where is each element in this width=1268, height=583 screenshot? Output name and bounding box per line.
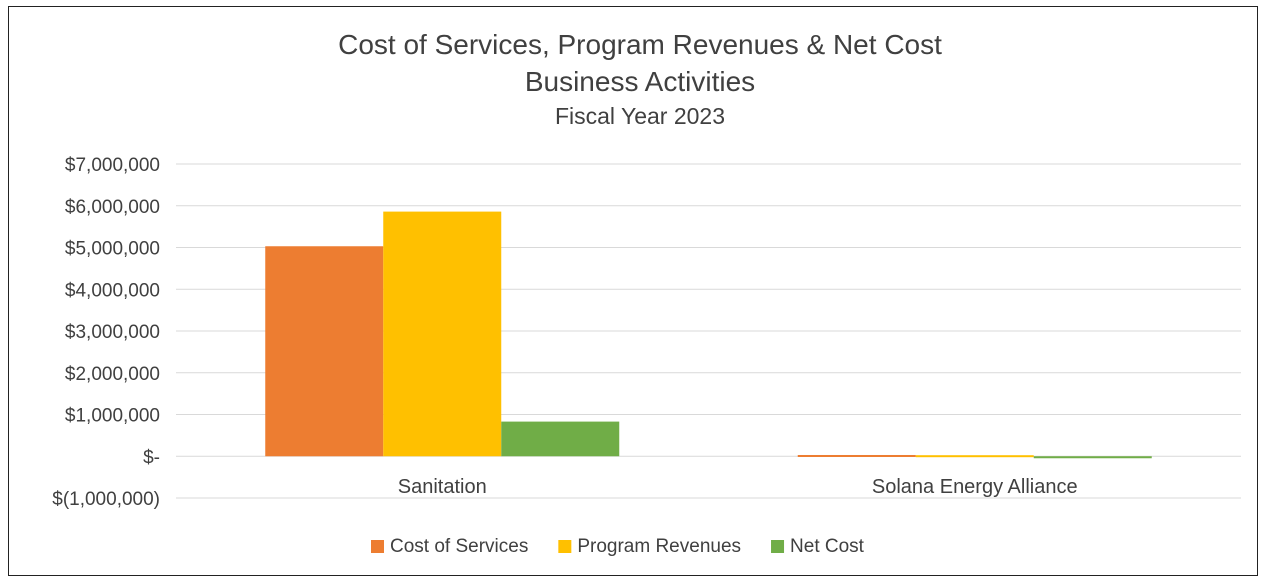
y-tick-label: $5,000,000 xyxy=(65,239,160,260)
legend-label: Cost of Services xyxy=(390,536,528,557)
chart-frame xyxy=(8,6,1258,576)
legend-label: Program Revenues xyxy=(577,536,741,557)
bar-cost-of-services xyxy=(265,246,384,457)
category-label: Solana Energy Alliance xyxy=(872,476,1078,498)
legend-swatch xyxy=(558,540,572,553)
bar-cost-of-services xyxy=(797,454,916,457)
bars xyxy=(265,211,1152,459)
chart-subtitle-year: Fiscal Year 2023 xyxy=(555,103,725,129)
y-tick-label: $7,000,000 xyxy=(65,155,160,176)
chart-title: Cost of Services, Program Revenues & Net… xyxy=(338,29,942,60)
y-tick-label: $2,000,000 xyxy=(65,364,160,385)
chart-subtitle: Business Activities xyxy=(525,66,755,97)
category-labels: Sanitation Solana Energy Alliance xyxy=(398,476,1078,498)
bar-net-cost xyxy=(1033,456,1152,459)
gridlines xyxy=(176,163,1241,499)
bar-program-revenues xyxy=(383,211,502,457)
y-tick-label: $6,000,000 xyxy=(65,197,160,218)
y-tick-label: $(1,000,000) xyxy=(52,489,160,510)
y-axis-ticks: $7,000,000 $6,000,000 $5,000,000 $4,000,000… xyxy=(52,155,160,510)
bar-program-revenues xyxy=(915,455,1034,458)
y-tick-label: $4,000,000 xyxy=(65,280,160,301)
legend-label: Net Cost xyxy=(790,536,865,557)
legend: Cost of Services Program Revenues Net Cost xyxy=(371,536,865,557)
y-tick-label: $- xyxy=(143,447,160,468)
y-tick-label: $3,000,000 xyxy=(65,322,160,343)
bar-net-cost xyxy=(501,421,620,457)
legend-swatch xyxy=(371,540,384,553)
y-tick-label: $1,000,000 xyxy=(65,406,160,427)
legend-swatch xyxy=(771,540,785,553)
category-label: Sanitation xyxy=(398,476,487,498)
